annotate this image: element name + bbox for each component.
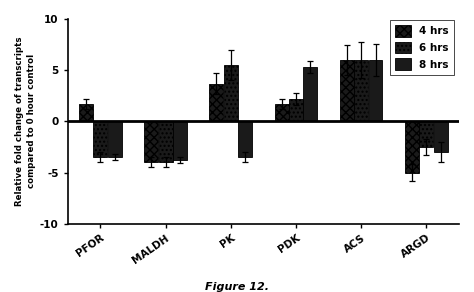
Bar: [434, 121, 448, 152]
Bar: [369, 60, 383, 121]
Bar: [108, 121, 122, 157]
Bar: [210, 84, 223, 121]
Bar: [289, 99, 303, 121]
Bar: [173, 121, 187, 160]
Bar: [354, 60, 368, 121]
Text: Figure 12.: Figure 12.: [205, 282, 269, 292]
Bar: [419, 121, 433, 147]
Bar: [144, 121, 158, 162]
Bar: [340, 60, 354, 121]
Y-axis label: Relative fold change of transcripts
compared to 0 hour control: Relative fold change of transcripts comp…: [15, 37, 36, 206]
Bar: [405, 121, 419, 173]
Legend: 4 hrs, 6 hrs, 8 hrs: 4 hrs, 6 hrs, 8 hrs: [390, 20, 454, 75]
Bar: [224, 65, 238, 121]
Bar: [274, 104, 289, 121]
Bar: [159, 121, 173, 162]
Bar: [303, 67, 317, 121]
Bar: [93, 121, 107, 157]
Bar: [79, 104, 93, 121]
Bar: [238, 121, 252, 157]
